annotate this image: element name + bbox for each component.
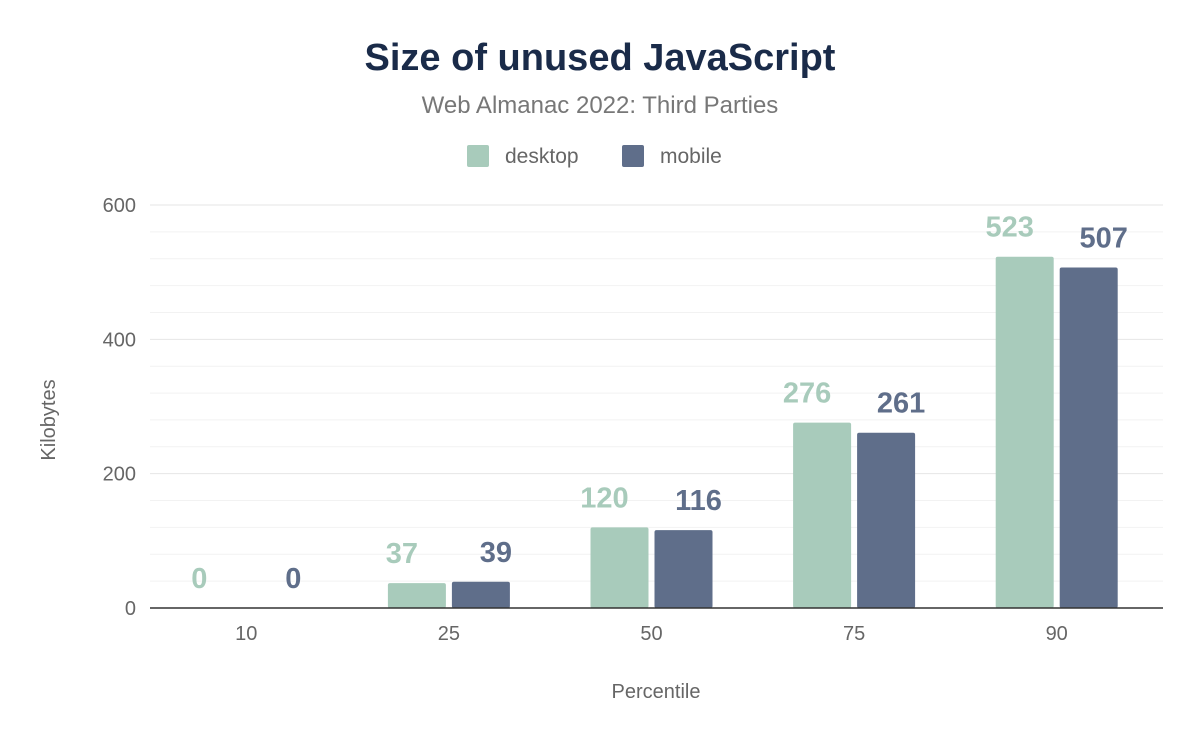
data-label-mobile: 261	[877, 388, 925, 420]
chart-title: Size of unused JavaScript	[365, 37, 836, 79]
data-label-desktop: 523	[986, 212, 1034, 244]
data-label-desktop: 120	[580, 482, 628, 514]
data-label-mobile: 0	[285, 563, 301, 595]
y-tick-label: 400	[103, 329, 136, 351]
bar-desktop	[387, 583, 446, 608]
data-label-desktop: 37	[386, 538, 418, 570]
bars: 0 0 37 39 120 116 276 261 523 507	[191, 212, 1128, 608]
x-tick-label: 25	[438, 623, 460, 645]
bar-mobile	[654, 530, 713, 608]
bar-desktop	[995, 256, 1054, 608]
legend-swatch-desktop	[467, 145, 489, 167]
data-label-mobile: 116	[675, 485, 722, 517]
x-axis-ticks: 10 25 50 75 90	[235, 623, 1068, 645]
legend-label-desktop: desktop	[505, 145, 579, 168]
y-tick-label: 600	[103, 195, 136, 217]
x-tick-label: 90	[1046, 623, 1068, 645]
x-tick-label: 75	[843, 623, 865, 645]
data-label-desktop: 276	[783, 378, 831, 410]
data-label-mobile: 507	[1080, 222, 1128, 254]
gridlines	[150, 204, 1163, 582]
data-label-desktop: 0	[191, 563, 207, 595]
bar-mobile	[1059, 267, 1118, 608]
bar-mobile	[857, 432, 916, 608]
y-axis-ticks: 0 200 400 600	[103, 195, 136, 620]
x-axis-label: Percentile	[612, 681, 701, 703]
x-tick-label: 50	[640, 623, 662, 645]
legend-label-mobile: mobile	[660, 145, 722, 168]
chart-subtitle: Web Almanac 2022: Third Parties	[422, 92, 779, 119]
bar-desktop	[793, 422, 852, 608]
y-tick-label: 0	[125, 598, 136, 620]
x-tick-label: 10	[235, 623, 257, 645]
y-tick-label: 200	[103, 464, 136, 486]
legend: desktop mobile	[467, 145, 722, 168]
bar-desktop	[590, 527, 649, 608]
data-label-mobile: 39	[480, 537, 512, 569]
legend-swatch-mobile	[622, 145, 644, 167]
bar-mobile	[451, 581, 510, 608]
y-axis-label: Kilobytes	[38, 379, 60, 460]
